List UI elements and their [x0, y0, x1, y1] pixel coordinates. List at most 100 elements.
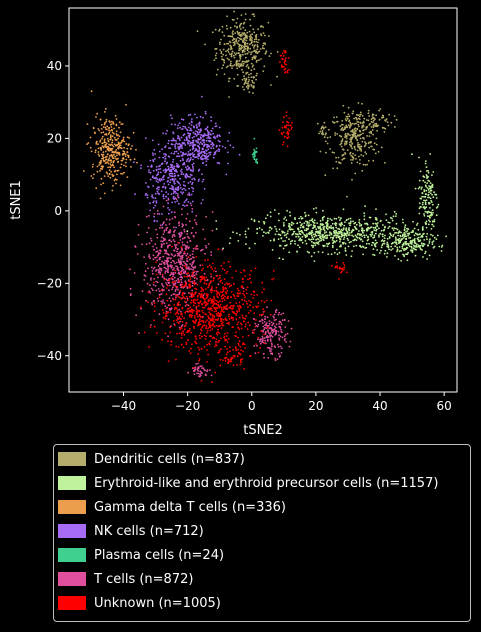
scatter-point: [112, 151, 115, 154]
scatter-point: [154, 177, 157, 180]
scatter-point: [250, 293, 253, 296]
scatter-point: [174, 262, 176, 265]
scatter-point: [423, 189, 426, 191]
scatter-point: [175, 345, 178, 348]
scatter-point: [366, 229, 368, 232]
scatter-point: [372, 226, 375, 229]
scatter-point: [431, 223, 434, 226]
scatter-point: [438, 245, 441, 248]
scatter-point: [252, 28, 255, 31]
scatter-point: [188, 296, 191, 298]
scatter-point: [147, 227, 150, 229]
scatter-point: [257, 305, 260, 308]
scatter-point: [345, 124, 347, 127]
scatter-point: [197, 353, 200, 355]
scatter-point: [419, 244, 422, 247]
scatter-point: [440, 246, 443, 248]
scatter-point: [197, 169, 200, 172]
scatter-point: [145, 215, 148, 218]
scatter-point: [127, 156, 130, 159]
scatter-point: [276, 51, 279, 53]
scatter-point: [223, 299, 226, 302]
scatter-point: [184, 144, 187, 146]
scatter-point: [214, 318, 217, 321]
scatter-point: [106, 137, 109, 140]
scatter-point: [277, 233, 280, 236]
scatter-point: [190, 316, 193, 318]
scatter-point: [246, 42, 249, 45]
scatter-point: [391, 217, 393, 220]
scatter-point: [284, 216, 287, 219]
scatter-point: [164, 238, 167, 241]
scatter-point: [177, 267, 179, 269]
scatter-point: [390, 245, 393, 248]
scatter-point: [349, 151, 352, 154]
scatter-point: [332, 226, 335, 229]
scatter-point: [146, 194, 149, 197]
scatter-point: [97, 127, 100, 130]
scatter-point: [251, 58, 254, 61]
scatter-point: [195, 140, 198, 143]
scatter-point: [384, 234, 386, 237]
scatter-point: [248, 247, 251, 250]
scatter-point: [358, 219, 361, 221]
scatter-point: [182, 332, 184, 334]
scatter-point: [210, 291, 213, 294]
scatter-point: [367, 142, 370, 145]
scatter-point: [398, 250, 401, 253]
scatter-point: [313, 226, 316, 229]
scatter-point: [372, 133, 374, 136]
scatter-point: [255, 61, 258, 63]
scatter-point: [176, 302, 179, 305]
scatter-point: [157, 168, 160, 171]
scatter-point: [369, 216, 372, 219]
scatter-point: [183, 230, 186, 233]
scatter-point: [327, 253, 330, 256]
scatter-point: [163, 197, 165, 200]
scatter-point: [222, 48, 225, 51]
scatter-point: [286, 136, 288, 139]
scatter-point: [336, 266, 339, 269]
scatter-point: [191, 272, 194, 274]
scatter-point: [236, 364, 239, 366]
scatter-point: [207, 317, 210, 319]
scatter-point: [338, 245, 341, 248]
scatter-point: [187, 182, 190, 184]
scatter-point: [181, 237, 184, 240]
scatter-point: [120, 172, 122, 175]
scatter-point: [435, 197, 438, 199]
scatter-point: [416, 222, 419, 225]
scatter-point: [421, 192, 424, 194]
scatter-point: [201, 287, 204, 290]
scatter-point: [148, 255, 150, 258]
scatter-point: [166, 259, 169, 262]
scatter-point: [355, 158, 357, 160]
scatter-point: [169, 170, 171, 173]
scatter-point: [197, 366, 200, 369]
scatter-point: [280, 351, 283, 354]
scatter-point: [152, 281, 155, 284]
scatter-point: [244, 325, 247, 328]
scatter-point: [181, 315, 184, 318]
scatter-point: [113, 160, 115, 162]
scatter-point: [184, 127, 187, 129]
scatter-point: [108, 169, 111, 172]
scatter-point: [368, 146, 370, 149]
scatter-point: [109, 144, 112, 147]
scatter-point: [189, 149, 192, 152]
scatter-point: [191, 210, 194, 213]
scatter-point: [179, 251, 182, 254]
scatter-point: [236, 311, 239, 313]
scatter-point: [179, 273, 182, 276]
scatter-point: [401, 218, 404, 221]
scatter-point: [187, 201, 190, 203]
scatter-point: [212, 270, 215, 272]
scatter-point: [180, 191, 183, 194]
scatter-point: [126, 151, 129, 154]
scatter-point: [272, 323, 274, 325]
scatter-point: [277, 343, 279, 346]
scatter-point: [206, 265, 209, 268]
scatter-point: [242, 342, 245, 345]
scatter-point: [156, 213, 159, 215]
scatter-point: [106, 172, 109, 175]
